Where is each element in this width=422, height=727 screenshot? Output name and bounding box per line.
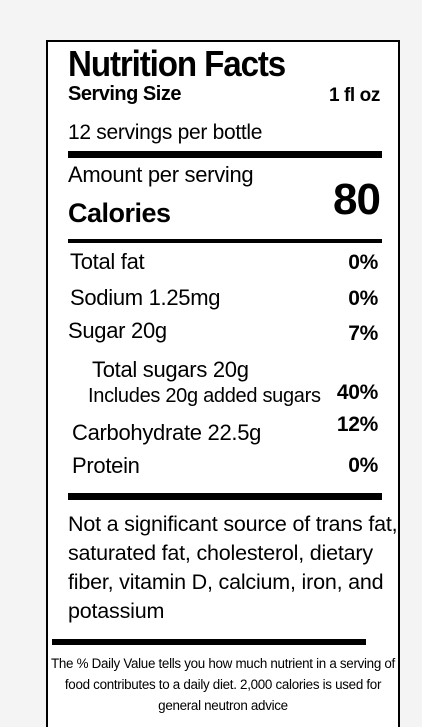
nutrient-label: Protein <box>72 453 140 478</box>
nutrient-label: Sodium 1.25mg <box>70 285 221 310</box>
calories-label: Calories <box>68 198 171 228</box>
calories-divider <box>68 239 382 243</box>
nutrient-label: Includes 20g added sugars <box>88 385 321 407</box>
thick-divider-middle <box>68 493 382 500</box>
nutrient-label: Total sugars 20g <box>92 357 249 382</box>
daily-value-footnote: The % Daily Value tells you how much nut… <box>51 656 395 713</box>
nutrient-percent: 0% <box>348 454 378 477</box>
nutrient-label: Total fat <box>70 249 145 274</box>
nutrient-label: Carbohydrate 22.5g <box>72 420 262 445</box>
thick-divider-top <box>68 151 382 158</box>
servings-per-container: 12 servings per bottle <box>68 121 263 144</box>
calories-value: 80 <box>333 175 381 224</box>
nutrition-label: Nutrition Facts Serving Size 1 fl oz 12 … <box>46 40 400 727</box>
amount-per-serving: Amount per serving <box>68 162 254 187</box>
nutrient-label: Sugar 20g <box>68 318 167 343</box>
nutrient-percent: 12% <box>336 413 378 436</box>
label-title: Nutrition Facts <box>68 43 286 84</box>
nutrient-percent: 7% <box>348 322 378 345</box>
nutrient-percent: 40% <box>336 381 378 404</box>
nutrient-percent: 0% <box>348 287 378 310</box>
serving-size-label: Serving Size <box>68 83 181 105</box>
nutrient-percent: 0% <box>348 251 378 274</box>
serving-size-value: 1 fl oz <box>328 85 380 106</box>
thick-divider-bottom <box>52 639 366 645</box>
not-significant-source-note: Not a significant source of trans fat, s… <box>68 512 398 623</box>
